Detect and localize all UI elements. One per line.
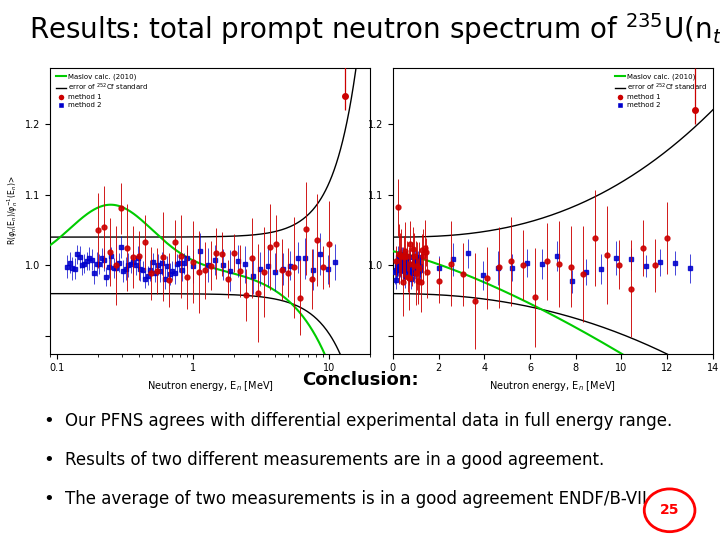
Text: Results of two different measurements are in a good agreement.: Results of two different measurements ar… <box>65 451 604 469</box>
Legend: Maslov calc. (2010), error of $^{252}$Cf standard, method 1, method 2: Maslov calc. (2010), error of $^{252}$Cf… <box>613 71 709 110</box>
Circle shape <box>644 489 695 532</box>
Text: •: • <box>43 490 54 508</box>
Text: •: • <box>43 411 54 430</box>
Legend: Maslov calc. (2010), error of $^{252}$Cf standard, method 1, method 2: Maslov calc. (2010), error of $^{252}$Cf… <box>54 71 150 110</box>
X-axis label: Neutron energy, E$_n$ [MeV]: Neutron energy, E$_n$ [MeV] <box>147 379 274 393</box>
Text: Conclusion:: Conclusion: <box>302 370 418 389</box>
Text: •: • <box>43 451 54 469</box>
Text: Results: total prompt neutron spectrum of $^{235}$U(n$_{tn}$, f): Results: total prompt neutron spectrum o… <box>29 11 720 47</box>
Text: 25: 25 <box>660 503 680 517</box>
X-axis label: Neutron energy, E$_n$ [MeV]: Neutron energy, E$_n$ [MeV] <box>490 379 616 393</box>
Y-axis label: R($\varphi_n$(E$_n$)/$\varphi_n^{-1}$(E$_n$)>: R($\varphi_n$(E$_n$)/$\varphi_n^{-1}$(E$… <box>5 176 19 245</box>
Text: The average of two measurements is in a good agreement ENDF/B-VII.: The average of two measurements is in a … <box>65 490 652 508</box>
Text: Our PFNS agrees with differential experimental data in full energy range.: Our PFNS agrees with differential experi… <box>65 411 672 430</box>
